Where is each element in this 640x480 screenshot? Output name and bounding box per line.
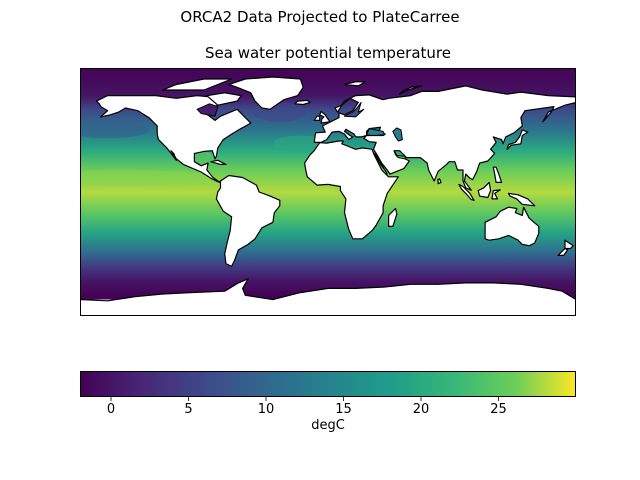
eurasia-landmass xyxy=(313,85,576,191)
new-zealand-landmass xyxy=(564,239,574,250)
africa-landmass xyxy=(304,140,399,240)
caspian-sea xyxy=(392,127,403,142)
new-zealand-south-landmass xyxy=(557,247,569,256)
mediterranean-patch xyxy=(333,136,373,146)
red-sea xyxy=(373,152,388,175)
regional-temperature-patches xyxy=(80,102,373,187)
indonesia-borneo-landmass xyxy=(477,181,492,199)
madagascar-landmass xyxy=(388,207,398,227)
colorbar-ticks: 0 5 10 15 20 25 xyxy=(107,397,507,417)
new-guinea-landmass xyxy=(507,192,536,207)
map-frame xyxy=(80,68,576,316)
world-map xyxy=(80,68,576,316)
novaya-zemlya-landmass xyxy=(399,85,423,95)
canadian-archipelago-landmass xyxy=(162,78,233,91)
north-america-landmass xyxy=(95,95,252,184)
south-america-landmass xyxy=(215,174,281,267)
greenland-landmass xyxy=(228,76,304,110)
figure-suptitle: ORCA2 Data Projected to PlateCarree xyxy=(180,8,460,26)
philippines-landmass xyxy=(492,166,503,184)
sri-lanka-landmass xyxy=(437,178,442,185)
persian-gulf xyxy=(393,150,406,160)
sulawesi-landmass xyxy=(491,189,501,200)
colorbar: 0 5 10 15 20 25 xyxy=(80,371,576,417)
colorbar-tick-label: 25 xyxy=(490,402,507,417)
colorbar-tick-label: 10 xyxy=(258,402,275,417)
indonesia-sumatra-landmass xyxy=(458,183,475,201)
baltic-sea xyxy=(344,101,365,118)
map-title: Sea water potential temperature xyxy=(205,44,451,62)
colorbar-frame xyxy=(80,371,576,397)
baffin-island-landmass xyxy=(206,92,242,106)
antarctica-landmass xyxy=(80,278,576,316)
land-masses xyxy=(80,76,576,316)
colorbar-tick-label: 5 xyxy=(184,402,192,417)
colorbar-tick-label: 20 xyxy=(413,402,430,417)
colorbar-label: degC xyxy=(311,418,345,433)
japan-landmass xyxy=(506,129,529,150)
australia-landmass xyxy=(484,206,540,247)
pacific-warm-band xyxy=(80,169,218,187)
north-pacific-cool-patch xyxy=(80,121,149,139)
britain-landmass xyxy=(319,110,331,124)
colorbar-fill xyxy=(80,371,576,397)
colorbar-tick-label: 15 xyxy=(335,402,352,417)
ireland-landmass xyxy=(313,115,321,122)
black-sea xyxy=(366,128,385,136)
hudson-bay xyxy=(196,103,219,117)
iceland-landmass xyxy=(294,99,311,106)
cuba-landmass xyxy=(210,159,227,166)
gulf-warm-patch xyxy=(193,152,215,164)
colorbar-tick-label: 0 xyxy=(107,402,115,417)
svalbard-landmass xyxy=(343,81,366,87)
